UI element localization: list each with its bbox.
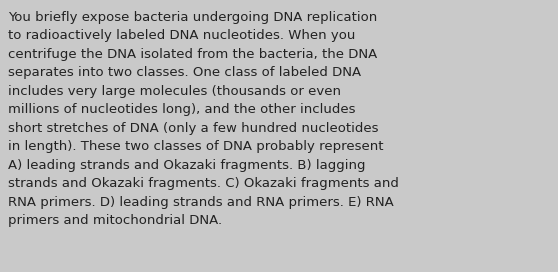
- Text: You briefly expose bacteria undergoing DNA replication
to radioactively labeled : You briefly expose bacteria undergoing D…: [8, 11, 399, 227]
